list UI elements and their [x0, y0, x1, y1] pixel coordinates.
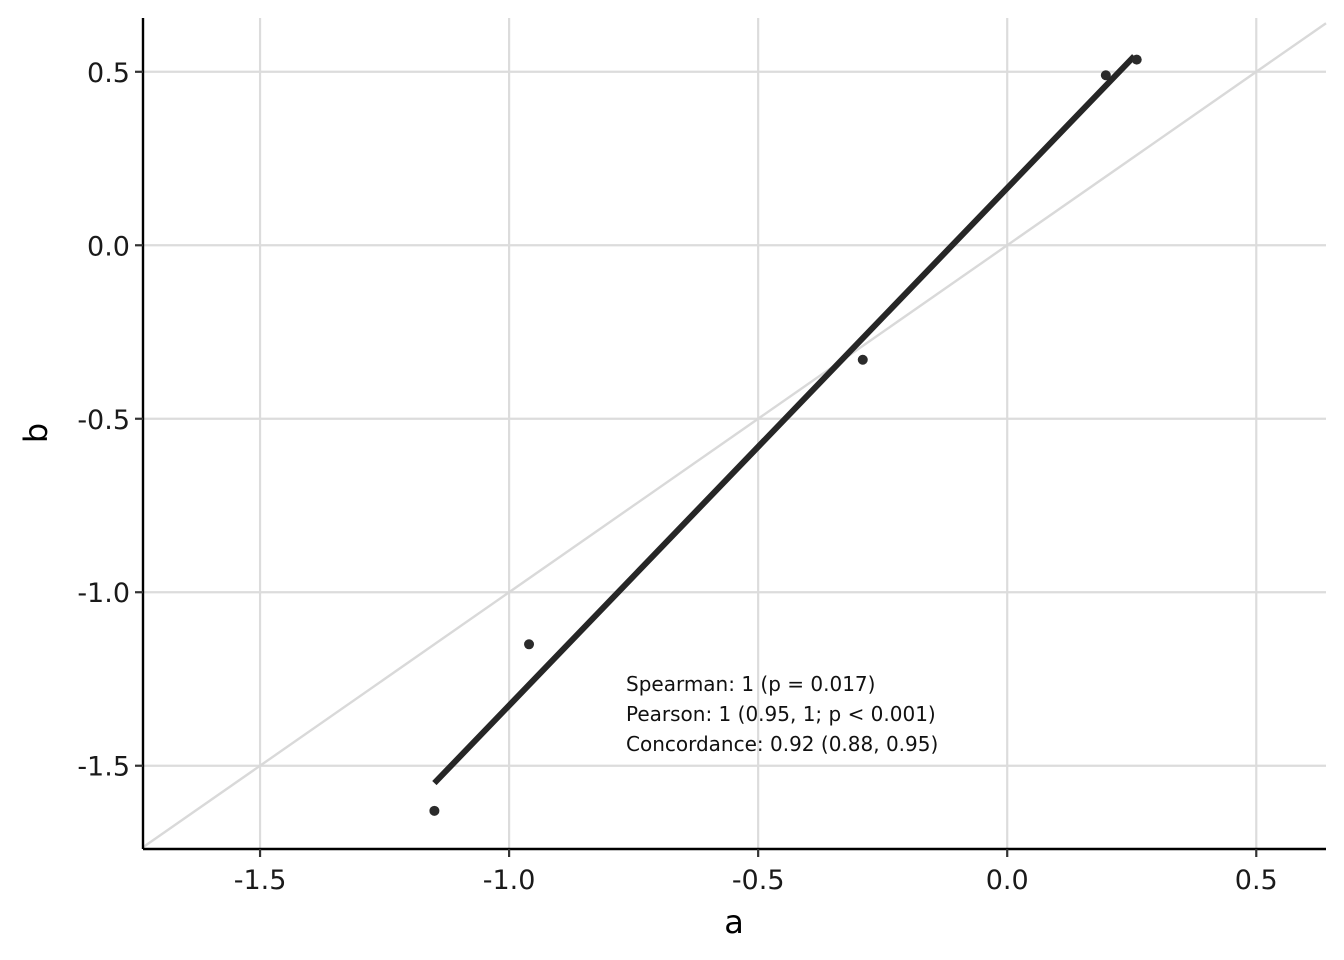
regression-line [432, 54, 1137, 786]
x-tick-label-2: -0.5 [732, 865, 785, 896]
x-tick-label-0: -1.5 [234, 865, 287, 896]
tick-labels: -1.5 -1.0 -0.5 0.0 0.5 -1.5 -1.0 -0.5 0.0 0.5 [77, 58, 1277, 896]
annotation-concordance: Concordance: 0.92 (0.88, 0.95) [626, 732, 938, 756]
data-point-0 [429, 805, 440, 816]
identity-line-layer [142, 22, 1327, 849]
y-tick-label-4: 0.5 [87, 58, 130, 89]
data-point-2 [857, 354, 868, 365]
grid-lines [143, 18, 1326, 849]
y-tick-label-2: -0.5 [77, 405, 130, 436]
y-axis-title: b [17, 423, 55, 443]
axes [135, 18, 1326, 857]
correlation-annotation: Spearman: 1 (p = 0.017) Pearson: 1 (0.95… [626, 672, 938, 756]
x-tick-label-1: -1.0 [483, 865, 536, 896]
data-point-1 [524, 639, 535, 650]
y-tick-label-0: -1.5 [77, 752, 130, 783]
regression-line-layer [432, 54, 1137, 786]
data-point-4 [1131, 54, 1142, 65]
x-tick-label-3: 0.0 [986, 865, 1029, 896]
data-point-3 [1100, 70, 1111, 81]
annotation-pearson: Pearson: 1 (0.95, 1; p < 0.001) [626, 702, 936, 726]
x-axis-title: a [724, 903, 744, 941]
y-tick-label-3: 0.0 [87, 231, 130, 262]
y-tick-label-1: -1.0 [77, 578, 130, 609]
x-tick-label-4: 0.5 [1235, 865, 1278, 896]
identity-line [142, 22, 1327, 849]
annotation-spearman: Spearman: 1 (p = 0.017) [626, 672, 875, 696]
data-points [429, 54, 1142, 816]
